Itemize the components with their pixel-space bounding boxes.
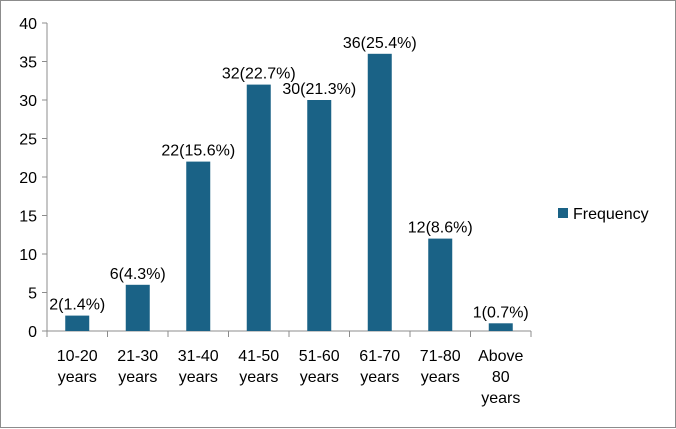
y-tick-label: 25: [19, 132, 37, 149]
data-label: 22(15.6%): [161, 143, 235, 160]
x-category-line: 41-50: [238, 348, 279, 365]
x-category-line: 31-40: [178, 348, 219, 365]
y-tick-label: 0: [28, 324, 37, 341]
x-category-line: 51-60: [299, 348, 340, 365]
bar: [367, 53, 392, 332]
x-category-line: years: [58, 369, 97, 386]
bar: [488, 323, 513, 331]
x-category-label: 51-60 years: [299, 348, 340, 386]
x-category-line: years: [481, 390, 520, 407]
bar: [307, 100, 332, 331]
data-label: 30(21.3%): [282, 81, 356, 98]
data-labels: 2(1.4%) 6(4.3%) 22(15.6%) 32(22.7%)30(21.3%…: [49, 35, 529, 321]
bars: [65, 53, 513, 332]
bar: [428, 238, 453, 331]
data-label: 6(4.3%): [110, 266, 166, 283]
x-category-line: 21-30: [117, 348, 158, 365]
y-tick-label: 40: [19, 16, 37, 33]
y-axis-ticks: 0 5 10 15 20 25 30 35 40: [19, 16, 47, 341]
y-tick-label: 20: [19, 170, 37, 187]
legend-swatch: [558, 208, 568, 218]
x-category-label: 10-20 years: [57, 348, 98, 386]
x-category-label: 61-70 years: [359, 348, 400, 386]
bar: [186, 161, 211, 331]
data-label: 12(8.6%): [408, 220, 473, 237]
x-axis-categories: 10-20 years 21-30 years 31-40 years 41-50 years…: [57, 348, 524, 407]
x-category-line: Above: [478, 348, 523, 365]
data-label: 32(22.7%): [222, 66, 296, 83]
y-tick-label: 5: [28, 286, 37, 303]
legend: Frequency: [558, 206, 649, 223]
data-label: 36(25.4%): [343, 35, 417, 52]
data-label: 1(0.7%): [473, 304, 529, 321]
bar: [125, 284, 150, 331]
y-tick-label: 10: [19, 247, 37, 264]
x-category-label: 71-80 years: [420, 348, 461, 386]
x-category-label: 21-30 years: [117, 348, 158, 386]
y-tick-label: 30: [19, 93, 37, 110]
data-label: 2(1.4%): [49, 297, 105, 314]
x-category-line: years: [239, 369, 278, 386]
x-category-line: 71-80: [420, 348, 461, 365]
y-tick-label: 15: [19, 209, 37, 226]
x-category-line: 10-20: [57, 348, 98, 365]
legend-label: Frequency: [573, 206, 649, 223]
x-category-line: years: [360, 369, 399, 386]
x-category-line: 61-70: [359, 348, 400, 365]
x-category-line: years: [179, 369, 218, 386]
x-category-label: Above 80 years: [478, 348, 523, 407]
bar: [65, 315, 90, 331]
y-tick-label: 35: [19, 55, 37, 72]
bar: [246, 84, 271, 331]
x-category-label: 31-40 years: [178, 348, 219, 386]
x-category-label: 41-50 years: [238, 348, 279, 386]
x-category-line: years: [300, 369, 339, 386]
x-category-line: years: [118, 369, 157, 386]
x-category-line: years: [421, 369, 460, 386]
x-category-line: 80: [492, 369, 510, 386]
